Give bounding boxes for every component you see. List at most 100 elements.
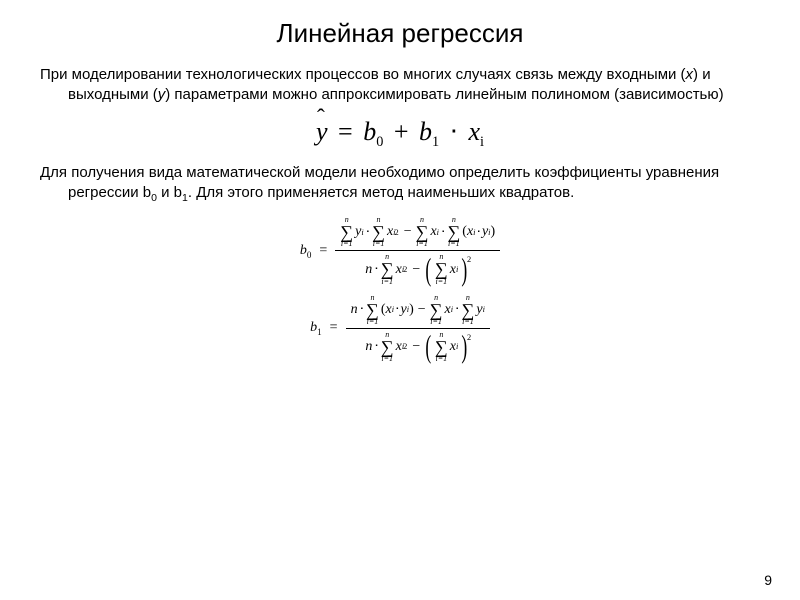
var-n: n xyxy=(365,262,372,278)
term-xi: xi xyxy=(429,224,440,240)
eq1-x: x xyxy=(468,117,480,146)
big-rparen-icon: ) xyxy=(462,334,468,360)
eq-b1-lhs: b1 xyxy=(310,320,322,337)
var-n: n xyxy=(351,302,358,318)
sigma-icon: ∑ xyxy=(366,302,379,318)
dot-icon: ⋅ xyxy=(359,301,365,318)
eq1-dot: ⋅ xyxy=(446,117,462,146)
sum-icon: n∑i=1 xyxy=(372,216,385,248)
sum-lower: i=1 xyxy=(430,318,442,326)
equation-b1: b1 = n ⋅ n∑i=1 ( xi ⋅ yi ) − xyxy=(40,293,760,364)
big-lparen-icon: ( xyxy=(426,334,432,360)
paragraph-1: При моделировании технологических процес… xyxy=(40,65,760,106)
eq1-b0: b0 xyxy=(363,117,383,146)
sub-i: i xyxy=(437,228,439,237)
eq-b1-denominator: n ⋅ n∑i=1 xi2 − ( n∑i=1 xi ) 2 xyxy=(360,330,475,364)
eq-b0-equals: = xyxy=(317,243,329,259)
eq1-xi: xi xyxy=(468,117,484,146)
eq-b0-row: b0 = n∑i=1 yi ⋅ n∑i=1 xi2 − n∑i=1 xi ⋅ n… xyxy=(300,215,500,286)
sup-2: 2 xyxy=(395,228,399,237)
sub-i: i xyxy=(456,342,458,351)
term-xi2: xi2 xyxy=(386,224,401,240)
term-xiyi-paren: ( xi ⋅ yi ) xyxy=(461,224,496,241)
sub-i: i xyxy=(361,228,363,237)
sup-2: 2 xyxy=(403,265,407,274)
sum-lower: i=1 xyxy=(341,240,353,248)
sum-lower: i=1 xyxy=(381,355,393,363)
term-n: n xyxy=(350,302,359,318)
big-lparen-icon: ( xyxy=(426,257,432,283)
slide: Линейная регрессия При моделировании тех… xyxy=(0,0,800,600)
term-yi: yi xyxy=(354,224,365,240)
para1-text-post: ) параметрами можно аппроксимировать лин… xyxy=(165,86,723,103)
slide-title: Линейная регрессия xyxy=(40,18,760,49)
eq-b0-lhs: b0 xyxy=(300,243,312,260)
term-xi2: xi2 xyxy=(395,339,410,355)
eq-b0-fraction: n∑i=1 yi ⋅ n∑i=1 xi2 − n∑i=1 xi ⋅ n∑i=1 … xyxy=(335,215,500,286)
para1-text-pre: При моделировании технологических процес… xyxy=(40,66,686,83)
sigma-icon: ∑ xyxy=(372,224,385,240)
eq-b1-numerator: n ⋅ n∑i=1 ( xi ⋅ yi ) − n∑i=1 xi ⋅ n∑i=1 xyxy=(346,293,490,327)
sup-2: 2 xyxy=(467,255,471,264)
paragraph-2: Для получения вида математической модели… xyxy=(40,163,760,205)
fraction-bar xyxy=(346,328,490,329)
big-rparen-icon: ) xyxy=(462,257,468,283)
equation-b0: b0 = n∑i=1 yi ⋅ n∑i=1 xi2 − n∑i=1 xi ⋅ n… xyxy=(40,215,760,286)
dot-icon: ⋅ xyxy=(440,224,446,241)
sum-icon: n∑i=1 xyxy=(366,294,379,326)
rparen-icon: ) xyxy=(409,302,414,318)
var-n: n xyxy=(365,339,372,355)
dot-icon: ⋅ xyxy=(454,301,460,318)
sup-2: 2 xyxy=(403,342,407,351)
eq-b0-sub: 0 xyxy=(307,249,312,259)
sum-lower: i=1 xyxy=(436,355,448,363)
term-yi: yi xyxy=(475,302,486,318)
sum-icon: n∑i=1 xyxy=(381,253,394,285)
sigma-icon: ∑ xyxy=(430,302,443,318)
sum-icon: n∑i=1 xyxy=(447,216,460,248)
sigma-icon: ∑ xyxy=(416,224,429,240)
sum-lower: i=1 xyxy=(436,278,448,286)
para2-text-post: . Для этого применяется метод наименьших… xyxy=(188,184,574,201)
dot-icon: ⋅ xyxy=(373,261,379,278)
para2-text-mid: и b xyxy=(157,184,182,201)
paren-squared-group: ( n∑i=1 xi ) 2 xyxy=(423,331,471,363)
minus-icon: − xyxy=(401,224,415,240)
term-xiyi-paren: ( xi ⋅ yi ) xyxy=(380,301,415,318)
sum-lower: i=1 xyxy=(367,318,379,326)
eq1-equals: = xyxy=(334,117,357,146)
eq1-y-hat: y xyxy=(316,116,328,147)
sum-icon: n∑i=1 xyxy=(435,253,448,285)
sigma-icon: ∑ xyxy=(462,302,475,318)
eq-b1-row: b1 = n ⋅ n∑i=1 ( xi ⋅ yi ) − xyxy=(310,293,490,364)
term-xi: xi xyxy=(444,302,455,318)
eq1-x-sub: i xyxy=(480,134,484,150)
sigma-icon: ∑ xyxy=(447,224,460,240)
minus-icon: − xyxy=(415,302,429,318)
sigma-icon: ∑ xyxy=(381,261,394,277)
sum-icon: n∑i=1 xyxy=(416,216,429,248)
sigma-icon: ∑ xyxy=(340,224,353,240)
sum-icon: n∑i=1 xyxy=(430,294,443,326)
term-xi2: xi2 xyxy=(395,262,410,278)
sup-2: 2 xyxy=(467,333,471,342)
term-xi: xi xyxy=(449,339,460,355)
eq-b0-b: b xyxy=(300,243,307,258)
paren-squared-group: ( n∑i=1 xi ) 2 xyxy=(423,253,471,285)
sigma-icon: ∑ xyxy=(435,261,448,277)
eq1-plus: + xyxy=(390,117,413,146)
dot-icon: ⋅ xyxy=(365,224,371,241)
eq1-b1-sub: 1 xyxy=(432,134,439,150)
rparen-icon: ) xyxy=(491,224,496,240)
sub-i: i xyxy=(451,305,453,314)
eq1-b1-b: b xyxy=(419,117,432,146)
page-number: 9 xyxy=(764,572,772,588)
sum-lower: i=1 xyxy=(462,318,474,326)
eq-b1-equals: = xyxy=(328,320,340,336)
fraction-bar xyxy=(335,250,500,251)
sum-lower: i=1 xyxy=(373,240,385,248)
sum-lower: i=1 xyxy=(448,240,460,248)
sub-i: i xyxy=(456,265,458,274)
term-n: n xyxy=(364,262,373,278)
term-n: n xyxy=(364,339,373,355)
